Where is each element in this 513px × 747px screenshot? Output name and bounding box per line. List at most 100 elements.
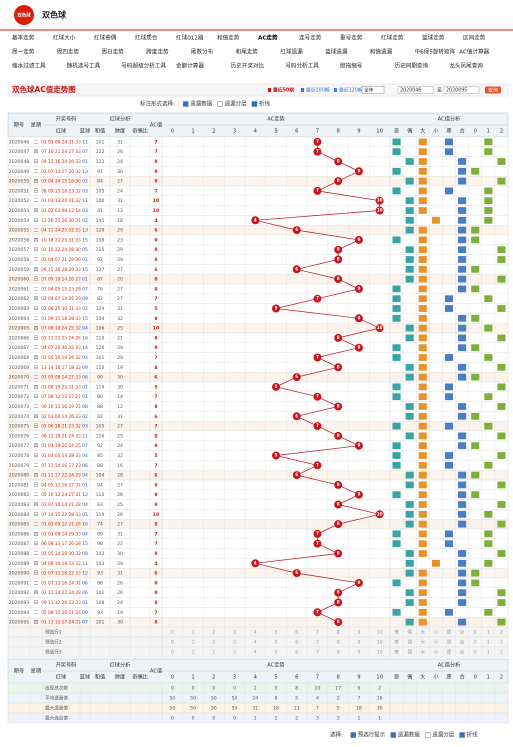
preselect-cell[interactable]: 大 bbox=[420, 629, 425, 636]
nav-link[interactable]: 跨度走势 bbox=[146, 48, 169, 56]
recent-link[interactable]: 最近50期 bbox=[273, 87, 294, 94]
nav-link[interactable]: 随机选号工具 bbox=[67, 62, 101, 70]
preselect-cell[interactable]: 合 bbox=[460, 629, 465, 636]
preselect-cell[interactable]: 质 bbox=[447, 639, 452, 646]
nav-link[interactable]: 尾数分布 bbox=[191, 48, 214, 56]
preselect-cell[interactable]: 7 bbox=[316, 630, 319, 636]
preselect-cell[interactable]: 8 bbox=[337, 630, 340, 636]
nav-link[interactable]: 红球大小 bbox=[53, 34, 76, 42]
checkbox[interactable] bbox=[251, 101, 258, 107]
preselect-cell[interactable]: 小 bbox=[434, 639, 439, 646]
preselect-cell[interactable]: 偶 bbox=[407, 649, 412, 656]
preselect-cell[interactable]: 9 bbox=[357, 650, 360, 656]
nav-link[interactable]: AC值计算器 bbox=[459, 48, 489, 56]
preselect-cell[interactable]: 1 bbox=[192, 640, 195, 646]
nav-link[interactable]: 历史开奖对比 bbox=[231, 62, 265, 70]
preselect-cell[interactable]: 10 bbox=[377, 630, 383, 636]
preselect-cell[interactable]: 7 bbox=[316, 640, 319, 646]
preselect-cell[interactable]: 小 bbox=[434, 629, 439, 636]
preselect-cell[interactable]: 0 bbox=[474, 640, 477, 646]
preselect-cell[interactable]: 5 bbox=[275, 640, 278, 646]
preselect-cell[interactable]: 小 bbox=[434, 649, 439, 656]
nav-link[interactable]: 胆拖缩号 bbox=[340, 62, 363, 70]
preselect-cell[interactable]: 奇 bbox=[394, 649, 399, 656]
preselect-cell[interactable]: 0 bbox=[171, 630, 174, 636]
preselect-cell[interactable]: 9 bbox=[357, 640, 360, 646]
preselect-cell[interactable]: 2 bbox=[500, 640, 503, 646]
preselect-cell[interactable]: 奇 bbox=[394, 629, 399, 636]
checkbox[interactable] bbox=[182, 101, 189, 107]
nav-link[interactable]: 蓝球遗漏 bbox=[325, 48, 348, 56]
preselect-cell[interactable]: 6 bbox=[295, 630, 298, 636]
nav-link[interactable]: 区间走势 bbox=[463, 34, 486, 42]
preselect-cell[interactable]: 大 bbox=[420, 639, 425, 646]
nav-link[interactable]: 红球奇偶 bbox=[94, 34, 117, 42]
preselect-cell[interactable]: 4 bbox=[254, 630, 257, 636]
nav-link[interactable]: 龙头凤尾查询 bbox=[449, 62, 483, 70]
from-input[interactable] bbox=[397, 86, 434, 94]
to-input[interactable] bbox=[443, 86, 480, 94]
nav-link[interactable]: 历史同期查询 bbox=[395, 62, 429, 70]
preselect-cell[interactable]: 9 bbox=[357, 630, 360, 636]
preselect-cell[interactable]: 质 bbox=[447, 629, 452, 636]
checkbox[interactable] bbox=[350, 732, 357, 738]
preselect-cell[interactable]: 2 bbox=[212, 650, 215, 656]
nav-link[interactable]: 和值遗漏 bbox=[370, 48, 393, 56]
preselect-cell[interactable]: 3 bbox=[233, 640, 236, 646]
checkbox[interactable] bbox=[459, 732, 465, 738]
preselect-cell[interactable]: 2 bbox=[212, 640, 215, 646]
nav-link[interactable]: 周一走势 bbox=[12, 48, 35, 56]
nav-link[interactable]: 蓝球走势 bbox=[422, 34, 445, 42]
preselect-cell[interactable]: 质 bbox=[447, 649, 452, 656]
checkbox[interactable] bbox=[424, 732, 431, 738]
preselect-cell[interactable]: 6 bbox=[295, 650, 298, 656]
preselect-cell[interactable]: 2 bbox=[500, 650, 503, 656]
preselect-cell[interactable]: 5 bbox=[275, 630, 278, 636]
nav-link[interactable]: AC走势 bbox=[258, 34, 278, 42]
preselect-cell[interactable]: 0 bbox=[474, 630, 477, 636]
preselect-cell[interactable]: 5 bbox=[275, 650, 278, 656]
nav-link[interactable]: 缩水过滤工具 bbox=[12, 62, 46, 70]
nav-link[interactable]: 连号走势 bbox=[299, 34, 322, 42]
preselect-cell[interactable]: 3 bbox=[233, 650, 236, 656]
preselect-cell[interactable]: 8 bbox=[337, 640, 340, 646]
nav-link[interactable]: 红球遗漏 bbox=[280, 48, 303, 56]
preselect-cell[interactable]: 1 bbox=[192, 630, 195, 636]
nav-link[interactable]: 和值走势 bbox=[217, 34, 240, 42]
preselect-cell[interactable]: 偶 bbox=[407, 639, 412, 646]
recent-link[interactable]: 最近100期 bbox=[306, 87, 330, 94]
preselect-cell[interactable]: 7 bbox=[316, 650, 319, 656]
preselect-cell[interactable]: 4 bbox=[254, 640, 257, 646]
nav-link[interactable]: 号码超级分析工具 bbox=[121, 62, 166, 70]
nav-link[interactable]: 号码分析工具 bbox=[285, 62, 319, 70]
preselect-cell[interactable]: 奇 bbox=[394, 639, 399, 646]
nav-link[interactable]: 红球质合 bbox=[135, 34, 158, 42]
nav-link[interactable]: 基本走势 bbox=[12, 34, 35, 42]
preselect-cell[interactable]: 10 bbox=[377, 650, 383, 656]
preselect-cell[interactable]: 6 bbox=[295, 640, 298, 646]
preselect-cell[interactable]: 1 bbox=[487, 630, 490, 636]
preselect-cell[interactable]: 2 bbox=[500, 630, 503, 636]
preselect-cell[interactable]: 大 bbox=[420, 649, 425, 656]
nav-link[interactable]: 红球走势 bbox=[381, 34, 404, 42]
preselect-cell[interactable]: 偶 bbox=[407, 629, 412, 636]
preselect-cell[interactable]: 2 bbox=[212, 630, 215, 636]
preselect-cell[interactable]: 合 bbox=[460, 649, 465, 656]
preselect-cell[interactable]: 8 bbox=[337, 650, 340, 656]
nav-link[interactable]: 中6保5旋转矩阵 bbox=[415, 48, 456, 56]
select[interactable] bbox=[361, 86, 385, 94]
nav-link[interactable]: 重号走势 bbox=[340, 34, 363, 42]
nav-link[interactable]: 周四走势 bbox=[57, 48, 80, 56]
preselect-cell[interactable]: 0 bbox=[474, 650, 477, 656]
preselect-cell[interactable]: 1 bbox=[487, 640, 490, 646]
checkbox[interactable] bbox=[390, 732, 397, 738]
preselect-cell[interactable]: 10 bbox=[377, 640, 383, 646]
preselect-cell[interactable]: 1 bbox=[487, 650, 490, 656]
nav-link[interactable]: 周日走势 bbox=[101, 48, 124, 56]
nav-link[interactable]: 和尾走势 bbox=[236, 48, 259, 56]
nav-link[interactable]: 红球012路 bbox=[176, 34, 204, 42]
preselect-cell[interactable]: 3 bbox=[233, 630, 236, 636]
checkbox[interactable] bbox=[217, 101, 223, 107]
preselect-cell[interactable]: 4 bbox=[254, 650, 257, 656]
recent-link[interactable]: 最近120期 bbox=[339, 87, 363, 94]
